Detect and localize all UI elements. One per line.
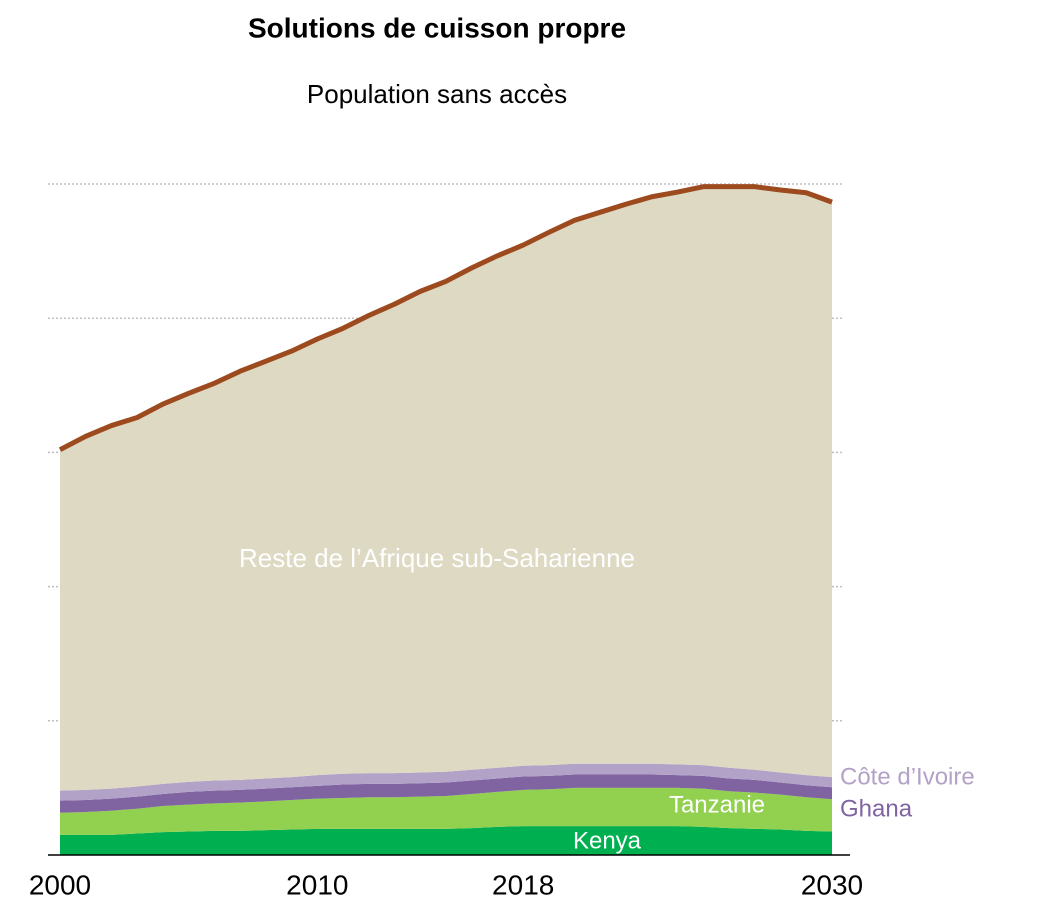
x-tick-label: 2018 (492, 869, 554, 900)
x-tick-label: 2030 (801, 869, 863, 900)
area (60, 186, 832, 791)
series-label: Côte d’Ivoire (840, 763, 975, 790)
x-tick-label: 2010 (286, 869, 348, 900)
outline (58, 184, 833, 452)
x-tick-label: 2000 (29, 869, 91, 900)
chart-title: Solutions de cuisson propre (248, 12, 626, 43)
series-label: Reste de l’Afrique sub-Saharienne (239, 543, 635, 573)
area (60, 826, 832, 855)
series-label: Ghana (840, 795, 913, 822)
series-label: Kenya (573, 827, 642, 854)
chart-subtitle: Population sans accès (307, 79, 567, 109)
area (60, 787, 832, 835)
series-label: Tanzanie (669, 791, 765, 818)
area (60, 763, 832, 801)
area (60, 774, 832, 813)
